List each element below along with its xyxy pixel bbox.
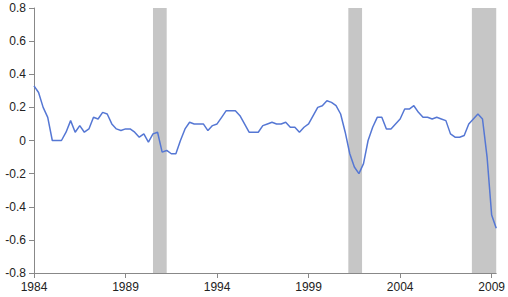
svg-text:0.8: 0.8 (9, 1, 26, 15)
svg-text:-0.8: -0.8 (5, 266, 26, 280)
svg-text:-0.4: -0.4 (5, 200, 26, 214)
svg-text:1984: 1984 (21, 280, 48, 294)
svg-text:2004: 2004 (387, 280, 414, 294)
svg-text:1989: 1989 (112, 280, 139, 294)
svg-text:1994: 1994 (204, 280, 231, 294)
svg-text:1999: 1999 (295, 280, 322, 294)
svg-text:2009: 2009 (478, 280, 505, 294)
svg-text:-0.6: -0.6 (5, 233, 26, 247)
svg-text:-0.2: -0.2 (5, 167, 26, 181)
svg-text:0.4: 0.4 (9, 67, 26, 81)
svg-text:0.2: 0.2 (9, 100, 26, 114)
svg-text:0: 0 (19, 134, 26, 148)
svg-text:0.6: 0.6 (9, 34, 26, 48)
